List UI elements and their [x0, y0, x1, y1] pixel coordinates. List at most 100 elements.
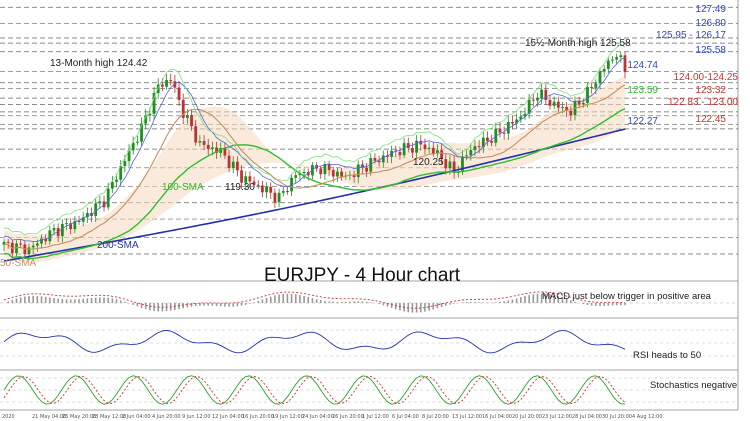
candle-body — [177, 87, 181, 100]
x-tick-label: 1 Jul 12:00 — [362, 414, 389, 420]
x-tick-label: 16 Jul 04:00 — [482, 414, 512, 420]
x-tick-label: 19 Jun 12:00 — [272, 414, 304, 420]
candle-body — [123, 161, 127, 167]
stoch-d-line — [3, 375, 626, 405]
candle-body — [65, 223, 68, 225]
level-label-122-83-123-00: 122.83 - 123.00 — [668, 97, 738, 108]
candle-body — [190, 115, 193, 127]
level-label-124-00-124-25: 124.00-124.25 — [673, 72, 738, 83]
candle-body — [35, 243, 39, 246]
candle-body — [181, 99, 185, 118]
candle-body — [415, 140, 419, 153]
rsi-note: RSI heads to 50 — [633, 350, 701, 361]
candle-body — [544, 89, 548, 100]
candle-body — [490, 140, 494, 143]
annotation-200-sma: 200-SMA — [97, 240, 139, 251]
candle-body — [323, 164, 327, 175]
candle-body — [619, 55, 623, 58]
rsi-line — [3, 329, 626, 354]
x-tick-label: 23 Jul 12:00 — [542, 414, 572, 420]
candle-body — [590, 86, 594, 88]
candle-body — [148, 113, 152, 116]
candle-body — [73, 221, 77, 230]
candle-body — [340, 171, 343, 177]
stoch-note-line: Stochastics negative — [650, 380, 737, 391]
x-tick-label: 24 Jun 04:00 — [302, 414, 334, 420]
candle-body — [444, 159, 448, 169]
ichimoku-cloud — [4, 76, 625, 264]
annotation-low-119-30: 119.30 — [225, 182, 255, 193]
candle-body — [131, 142, 135, 151]
level-label-125-95-126-17: 125.95 - 126.17 — [656, 30, 726, 41]
candle-body — [427, 147, 431, 149]
candle-body — [144, 115, 148, 124]
level-label-122-27: 122.27 — [627, 116, 658, 127]
candle-body — [327, 164, 331, 171]
candle-body — [198, 141, 202, 143]
candle-body — [581, 102, 585, 105]
level-label-123-59: 123.59 — [627, 85, 658, 96]
candle-body — [194, 126, 198, 143]
candle-body — [210, 147, 214, 150]
candle-body — [594, 83, 598, 88]
candle-body — [473, 146, 477, 151]
candle-body — [223, 148, 227, 156]
candle-body — [377, 160, 381, 163]
candle-body — [369, 158, 373, 172]
candle-body — [569, 110, 573, 116]
candle-body — [431, 147, 435, 154]
annotation-13-month-high: 13-Month high 124.42 — [50, 58, 148, 69]
candle-body — [436, 150, 439, 154]
candle-body — [623, 55, 627, 73]
candle-body — [502, 132, 506, 134]
candle-body — [615, 57, 619, 60]
candle-body — [244, 176, 248, 183]
x-tick-label: 12 Jun 04:00 — [212, 414, 244, 420]
sma-50-line — [3, 84, 626, 250]
macd-signal-line — [3, 291, 626, 309]
candle-body — [356, 164, 360, 178]
x-tick-label: 28 Jul 04:00 — [572, 414, 602, 420]
candle-body — [361, 164, 364, 168]
candle-body — [206, 144, 210, 150]
candle-body — [165, 80, 168, 87]
candle-body — [365, 167, 368, 172]
candle-body — [611, 59, 614, 61]
candle-body — [19, 243, 23, 245]
x-tick-label: 4 Aug 12:00 — [632, 414, 663, 420]
candle-body — [273, 192, 277, 203]
x-tick-label: 4 Jun 20:00 — [152, 414, 181, 420]
candle-body — [515, 119, 519, 124]
candle-body — [469, 150, 473, 156]
candle-body — [40, 238, 43, 244]
candle-body — [398, 151, 402, 156]
annotation-100-sma: 100-SMA — [162, 182, 204, 193]
candle-body — [481, 137, 485, 148]
x-tick-label: 9 Jun 12:00 — [182, 414, 211, 420]
candle-body — [44, 238, 48, 242]
candle-body — [281, 190, 285, 193]
chart-title: EURJPY - 4 Hour chart — [264, 265, 461, 286]
candle-body — [6, 241, 10, 243]
candle-body — [140, 123, 143, 142]
candle-body — [173, 81, 177, 88]
candle-body — [498, 128, 502, 133]
candle-body — [565, 107, 569, 111]
candle-body — [256, 184, 260, 186]
x-tick-label: 30 Jul 20:00 — [602, 414, 632, 420]
stoch-k-line — [3, 375, 626, 405]
level-label-124-74: 124.74 — [627, 60, 658, 71]
candle-body — [27, 247, 31, 254]
candle-body — [461, 156, 464, 172]
candle-body — [527, 99, 531, 114]
candle-body — [202, 141, 206, 145]
candle-body — [169, 80, 173, 82]
sma-200-line — [3, 128, 626, 262]
candle-body — [552, 101, 556, 106]
candle-body — [602, 68, 606, 72]
candle-body — [448, 161, 452, 169]
x-tick-label: 21 May 04:00 — [32, 414, 66, 420]
sma-100-line — [3, 108, 626, 260]
candle-body — [465, 155, 469, 157]
level-label-123-32: 123.32 — [695, 85, 726, 96]
